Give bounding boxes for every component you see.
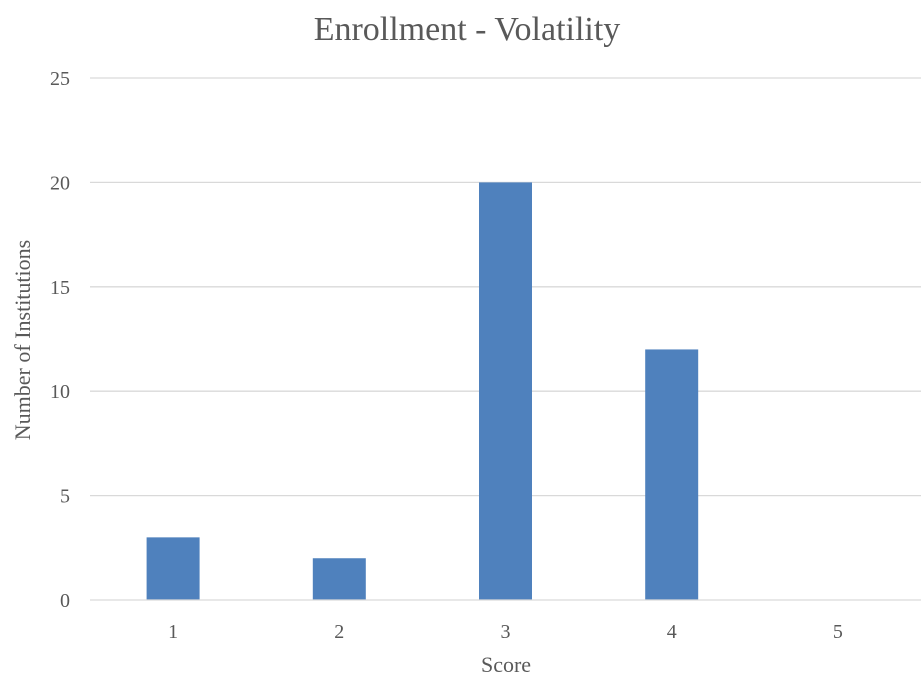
y-tick-label: 5 (60, 486, 70, 508)
y-tick-label: 10 (50, 381, 70, 403)
bar-score-2 (312, 558, 366, 600)
y-axis-ticks: 0 5 10 15 20 25 (50, 68, 70, 612)
x-tick-label: 1 (168, 621, 178, 643)
x-axis-ticks: 1 2 3 4 5 (168, 621, 843, 643)
x-tick-label: 2 (334, 621, 344, 643)
bar-score-3 (479, 182, 532, 600)
y-tick-label: 25 (50, 68, 70, 90)
x-tick-label: 5 (833, 621, 843, 643)
y-tick-label: 15 (50, 277, 70, 299)
chart-title: Enrollment - Volatility (314, 11, 621, 48)
y-tick-label: 20 (50, 172, 70, 194)
x-axis-title: Score (481, 652, 531, 677)
y-tick-label: 0 (60, 590, 70, 612)
bar-score-4 (645, 349, 699, 600)
x-tick-label: 4 (667, 621, 677, 643)
bar-score-1 (146, 537, 200, 600)
bars (146, 182, 699, 600)
y-axis-title: Number of Institutions (10, 240, 35, 440)
x-tick-label: 3 (501, 621, 511, 643)
